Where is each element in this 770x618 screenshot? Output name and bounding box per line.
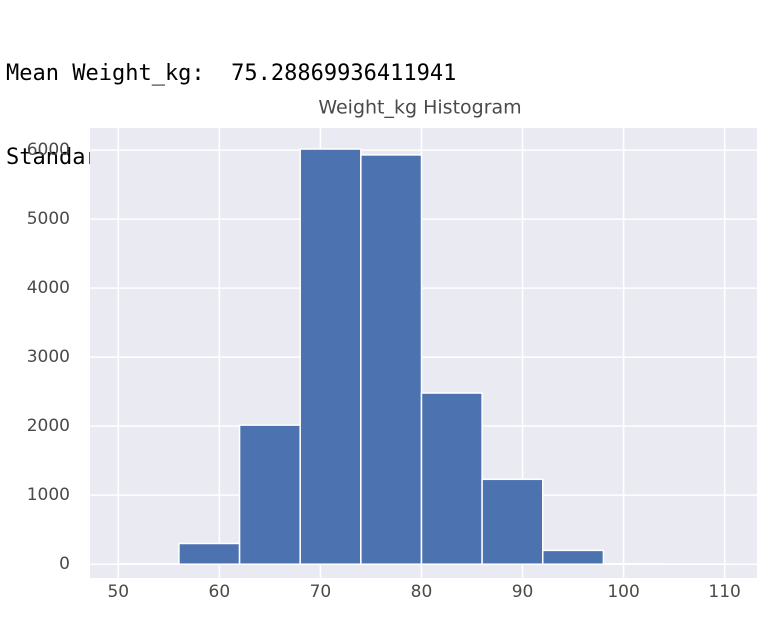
x-tick-label: 100 — [607, 582, 639, 602]
bar — [299, 148, 362, 565]
bar — [481, 478, 544, 565]
x-tick-label: 80 — [411, 582, 433, 602]
y-tick-label: 1000 — [27, 485, 70, 505]
y-tick-label: 0 — [59, 554, 70, 574]
y-tick-label: 4000 — [27, 278, 70, 298]
bar — [178, 542, 241, 565]
x-tick-label: 50 — [107, 582, 129, 602]
y-tick-label: 5000 — [27, 209, 70, 229]
x-tick-label: 110 — [708, 582, 740, 602]
output-line: Mean Weight_kg: 75.28869936411941 — [6, 61, 457, 86]
bar — [542, 549, 605, 565]
x-tick-label: 60 — [209, 582, 231, 602]
y-tick-label: 6000 — [27, 140, 70, 160]
bar — [360, 154, 423, 565]
x-tick-label: 90 — [512, 582, 534, 602]
x-tick-label: 70 — [310, 582, 332, 602]
bar — [238, 424, 301, 565]
bar — [420, 392, 483, 565]
y-tick-label: 2000 — [27, 416, 70, 436]
y-tick-label: 3000 — [27, 347, 70, 367]
chart-title: Weight_kg Histogram — [318, 97, 521, 119]
